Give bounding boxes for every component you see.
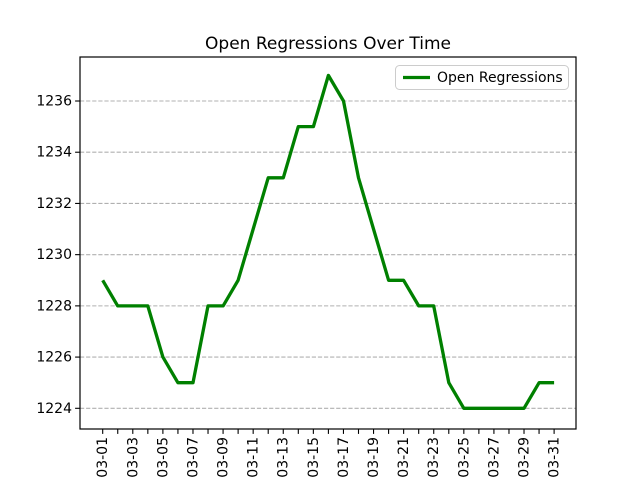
x-tick-label: 03-27 <box>486 437 502 478</box>
x-tick-label: 03-31 <box>547 437 563 478</box>
data-series <box>101 73 555 410</box>
x-tick-label: 03-25 <box>456 437 472 478</box>
x-tick-label: 03-29 <box>516 437 532 478</box>
x-tick-label: 03-03 <box>125 437 141 478</box>
x-axis-ticks <box>102 429 555 434</box>
plot-border <box>79 56 577 430</box>
x-tick-label: 03-23 <box>426 437 442 478</box>
x-axis-labels: 03-01 03-03 03-05 03-07 03-09 03-11 03-13 03-15… <box>95 437 562 478</box>
x-tick-label: 03-09 <box>216 437 232 478</box>
chart-title: Open Regressions Over Time <box>205 34 451 54</box>
legend-label: Open Regressions <box>437 70 563 86</box>
x-tick-label: 03-05 <box>155 437 171 478</box>
x-tick-label: 03-15 <box>306 437 322 478</box>
y-axis-labels: 1224 1226 1228 1230 1232 1234 1236 <box>36 93 72 416</box>
x-tick-label: 03-07 <box>185 437 201 478</box>
y-tick-label: 1236 <box>36 93 72 109</box>
x-tick-label: 03-21 <box>396 437 412 478</box>
x-tick-label: 03-01 <box>95 437 111 478</box>
y-tick-label: 1234 <box>36 145 72 161</box>
y-tick-label: 1224 <box>36 401 72 417</box>
legend: Open Regressions <box>395 65 569 90</box>
x-tick-label: 03-19 <box>366 437 382 478</box>
series-line-open-regressions <box>101 73 555 410</box>
y-tick-label: 1230 <box>36 247 72 263</box>
x-tick-label: 03-11 <box>246 437 262 478</box>
x-tick-label: 03-17 <box>336 437 352 478</box>
y-axis-ticks <box>75 100 80 409</box>
legend-box <box>395 65 569 90</box>
x-tick-label: 03-13 <box>276 437 292 478</box>
y-tick-label: 1228 <box>36 298 72 314</box>
y-tick-label: 1226 <box>36 350 72 366</box>
y-tick-label: 1232 <box>36 196 72 212</box>
